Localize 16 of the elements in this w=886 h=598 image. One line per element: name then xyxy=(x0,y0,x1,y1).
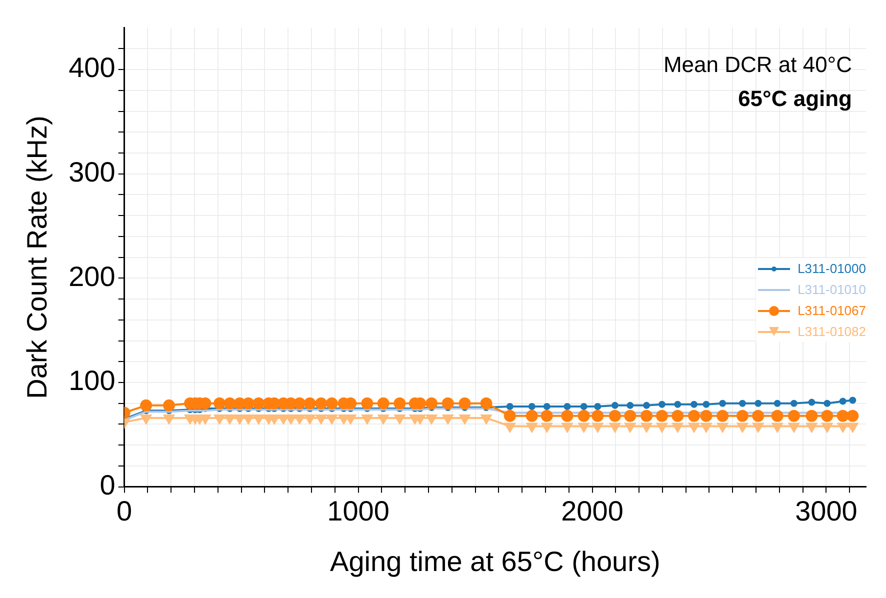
legend-label: L311-01067 xyxy=(798,303,866,318)
x-tick-label: 1000 xyxy=(327,495,390,526)
annotation: Mean DCR at 40°C xyxy=(663,52,852,77)
x-axis-title: Aging time at 65°C (hours) xyxy=(330,546,660,577)
y-axis-title: Dark Count Rate (kHz) xyxy=(22,116,53,399)
legend-label: L311-01082 xyxy=(798,324,866,339)
y-tick-label: 0 xyxy=(100,470,116,501)
annotation: 65°C aging xyxy=(738,86,852,111)
x-tick-label: 2000 xyxy=(561,495,624,526)
y-tick-label: 300 xyxy=(68,156,116,188)
y-tick-label: 400 xyxy=(68,52,116,84)
legend-label: L311-01000 xyxy=(798,261,866,276)
y-tick-label: 200 xyxy=(68,260,116,292)
y-tick-label: 100 xyxy=(68,365,116,396)
legend-label: L311-01010 xyxy=(798,282,866,297)
x-tick-label: 3000 xyxy=(795,495,858,526)
